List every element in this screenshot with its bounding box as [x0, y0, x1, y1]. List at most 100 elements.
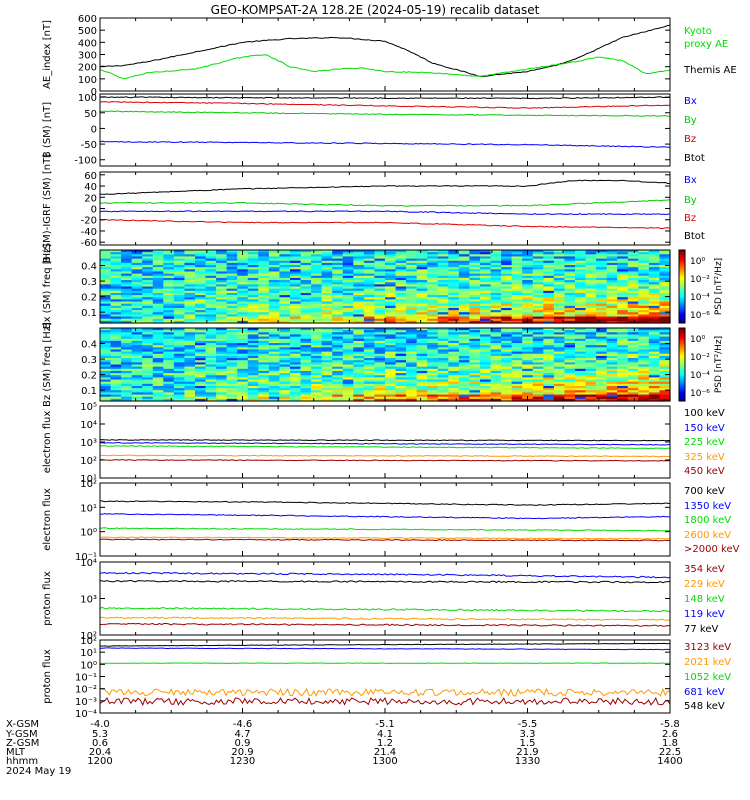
- bxspec-cell: [363, 299, 376, 303]
- bxspec-cell: [353, 284, 365, 288]
- bxspec-cell: [205, 280, 217, 283]
- bzspec-cell: [406, 383, 418, 387]
- bxspec-cell: [142, 277, 154, 281]
- bzspec-cell: [416, 396, 428, 400]
- bxspec-cell: [184, 318, 196, 322]
- bzspec-cell: [553, 349, 566, 353]
- bzspec-cell: [553, 377, 566, 381]
- bzspec-cell: [363, 392, 376, 396]
- bxspec-cell: [311, 269, 323, 273]
- bzspec-cell: [163, 383, 175, 387]
- bxspec-cell: [627, 275, 639, 279]
- bzspec-colorbar-segment: [679, 331, 685, 334]
- bxspec-cell: [152, 320, 164, 324]
- bzspec-cell: [606, 398, 618, 402]
- bxspec-cell: [416, 271, 428, 275]
- bxspec-cell: [469, 318, 481, 322]
- bzspec-cell: [332, 381, 344, 385]
- bxspec-cell: [458, 310, 471, 313]
- ae-ylabel: AE_index [nT]: [42, 20, 53, 89]
- bzspec-cell: [152, 332, 164, 336]
- bxspec-cell: [458, 275, 471, 279]
- bxspec-cell: [448, 316, 460, 320]
- bxspec-cell: [617, 318, 629, 322]
- bzspec-cell: [258, 343, 270, 346]
- bzspec-cell: [659, 379, 671, 383]
- bxspec-cell: [332, 299, 344, 303]
- bxspec-cell: [216, 280, 228, 283]
- bxspec-cell: [195, 275, 207, 279]
- bzspec-cell: [279, 392, 291, 396]
- bxspec-cell: [163, 284, 175, 288]
- bzspec-cell: [237, 358, 249, 361]
- bxspec-cell: [511, 271, 523, 275]
- bxspec-cell: [205, 299, 217, 303]
- bzspec-cell: [226, 364, 238, 368]
- bzspec-cell: [532, 373, 544, 376]
- bzspec-cell: [216, 379, 228, 383]
- bzspec-cell: [258, 328, 270, 331]
- bzspec-cell: [585, 370, 597, 374]
- bzspec-cell: [110, 343, 122, 346]
- bzspec-cell: [300, 390, 312, 394]
- bxspec-cell: [490, 312, 502, 316]
- bzspec-cell: [416, 355, 428, 359]
- bzspec-cell: [648, 336, 661, 340]
- bxspec-cell: [332, 277, 344, 281]
- bxspec-cell: [321, 256, 333, 260]
- bxspec-cell: [458, 252, 471, 255]
- bxspec-cell: [564, 320, 576, 324]
- bzspec-cell: [606, 336, 618, 340]
- bxspec-cell: [648, 262, 661, 266]
- bxspec-cell: [606, 295, 618, 298]
- bzspec-cell: [110, 390, 122, 394]
- bxspec-cell: [100, 273, 112, 277]
- bzspec-cell: [226, 390, 238, 394]
- bxspec-cell: [237, 284, 249, 288]
- bxspec-cell: [226, 316, 238, 320]
- bxspec-cell: [458, 254, 471, 258]
- bxspec-cell: [311, 314, 323, 318]
- bzspec-cell: [553, 392, 566, 396]
- bzspec-cell: [290, 394, 302, 398]
- bxspec-cell: [237, 269, 249, 273]
- bzspec-cell: [258, 379, 270, 383]
- phigh-legend-entry: 77 keV: [684, 624, 718, 635]
- bxspec-cell: [427, 262, 439, 266]
- bxspec-cell: [121, 284, 133, 288]
- bzspec-cell: [163, 377, 175, 381]
- bxspec-cell: [564, 318, 576, 322]
- bzspec-cell: [226, 332, 238, 336]
- bxspec-cell: [585, 252, 597, 255]
- bxspec-cell: [363, 288, 376, 292]
- bxspec-cell: [152, 295, 164, 298]
- bzspec-cell: [290, 343, 302, 346]
- bzspec-cell: [480, 332, 492, 336]
- bzspec-cell: [480, 351, 492, 355]
- bxspec-cell: [458, 267, 471, 270]
- bxspec-cell: [606, 277, 618, 281]
- bxspec-cell: [110, 310, 122, 313]
- elow-legend-entry: 100 keV: [684, 408, 725, 419]
- bzspec-cell: [205, 334, 217, 338]
- bzspec-cell: [353, 353, 365, 357]
- bzspec-cell: [543, 345, 555, 348]
- bxspec-cell: [205, 301, 217, 305]
- bzspec-cell: [321, 355, 333, 359]
- bzspec-cell: [332, 388, 344, 391]
- bxspec-cell: [553, 265, 566, 268]
- bzspec-cell: [448, 388, 460, 391]
- elow-frame: [99, 405, 671, 479]
- bzspec-cell: [606, 343, 618, 346]
- bxspec-cell: [332, 312, 344, 316]
- bxspec-cell: [480, 252, 492, 255]
- bxspec-cell: [195, 301, 207, 305]
- bxspec-cell: [353, 303, 365, 307]
- bzspec-cell: [596, 364, 608, 368]
- bxspec-cell: [575, 273, 587, 277]
- bzspec-cell: [300, 343, 312, 346]
- bzspec-cell: [173, 349, 186, 353]
- bzspec-cell: [385, 368, 397, 372]
- bxspec-cell: [448, 265, 460, 268]
